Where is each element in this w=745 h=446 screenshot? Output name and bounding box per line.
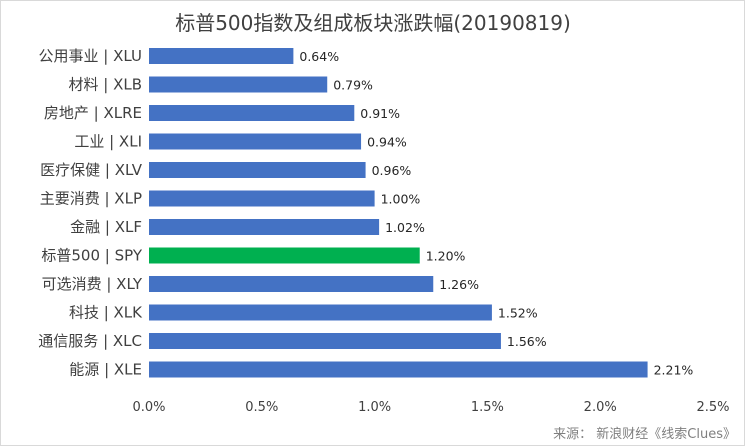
bar-0 — [149, 48, 294, 64]
bar-3 — [149, 133, 362, 150]
category-label: 工业 | XLI — [74, 133, 142, 151]
category-label: 主要消费 | XLP — [40, 190, 142, 208]
source-note: 来源： 新浪财经《线索Clues》 — [553, 426, 736, 442]
value-label: 1.00% — [381, 192, 421, 207]
bar-6 — [149, 219, 380, 235]
value-label: 0.64% — [299, 49, 339, 64]
bar-10 — [149, 333, 501, 349]
bar-1 — [149, 76, 328, 93]
value-label: 0.91% — [360, 106, 400, 121]
category-label: 材料 | XLB — [68, 76, 142, 94]
category-label: 房地产 | XLRE — [44, 104, 142, 122]
value-label: 1.52% — [498, 306, 538, 321]
category-label: 可选消费 | XLY — [42, 275, 143, 293]
category-label: 能源 | XLE — [69, 361, 142, 379]
bar-11 — [149, 361, 648, 378]
value-label: 1.26% — [439, 277, 479, 292]
value-label: 1.56% — [507, 334, 547, 349]
x-tick-label: 2.5% — [696, 400, 729, 415]
bar-8 — [149, 276, 434, 292]
chart-title: 标普500指数及组成板块涨跌幅(20190819) — [175, 11, 571, 35]
category-label: 公用事业 | XLU — [39, 47, 142, 65]
x-tick-label: 1.5% — [471, 400, 504, 415]
category-label: 标普500 | SPY — [41, 247, 142, 265]
bar-7 — [149, 247, 420, 264]
category-label: 科技 | XLK — [69, 304, 143, 322]
x-tick-label: 0.5% — [245, 400, 278, 415]
x-axis-ticks: 0.0% 0.5% 1.0% 1.5% 2.0% 2.5% — [132, 400, 729, 415]
value-label: 0.94% — [367, 135, 407, 150]
category-label: 金融 | XLF — [70, 218, 142, 236]
bar-5 — [149, 190, 375, 207]
category-label: 通信服务 | XLC — [38, 332, 142, 350]
bars-group — [149, 48, 648, 378]
category-labels: 公用事业 | XLU 材料 | XLB 房地产 | XLRE 工业 | XLI 医疗保健… — [38, 47, 143, 379]
value-label: 1.02% — [385, 220, 425, 235]
category-label: 医疗保健 | XLV — [40, 161, 143, 179]
value-label: 2.21% — [654, 363, 694, 378]
bar-9 — [149, 304, 492, 321]
value-label: 0.96% — [372, 163, 412, 178]
value-label: 1.20% — [426, 249, 466, 264]
value-label: 0.79% — [333, 78, 373, 93]
x-tick-label: 2.0% — [584, 400, 617, 415]
x-tick-label: 1.0% — [358, 400, 391, 415]
bar-4 — [149, 162, 366, 178]
x-tick-label: 0.0% — [132, 400, 165, 415]
value-labels: 0.64% 0.79% 0.91% 0.94% 0.96% 1.00% 1.02%1.20%… — [299, 49, 693, 378]
bar-2 — [149, 105, 355, 121]
